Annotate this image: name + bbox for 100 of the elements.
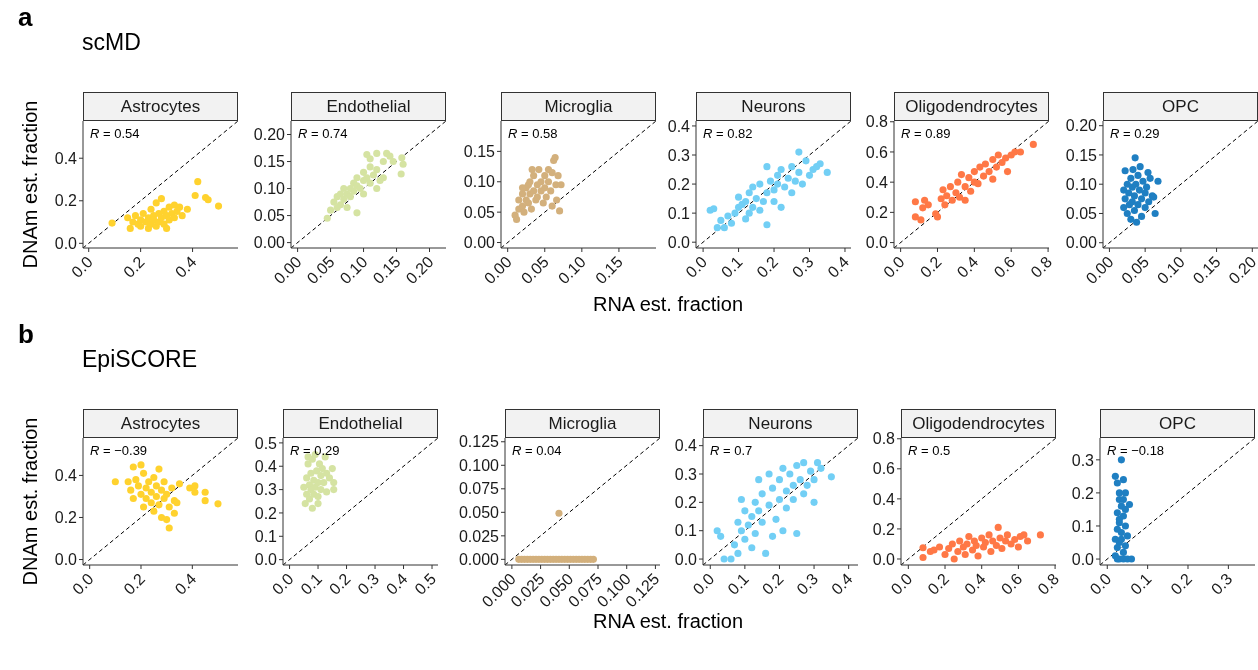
y-tick-label: 0.2: [1071, 484, 1095, 502]
y-tick-label: 0.0: [872, 550, 896, 568]
y-tick-label: 0.0: [865, 234, 889, 252]
x-tick-label: 0.2: [120, 253, 148, 281]
chart-title: Microglia: [505, 409, 660, 438]
y-tick-label: 0.100: [458, 456, 500, 474]
x-tick-label: 0.20: [402, 253, 437, 288]
chart-title: Astrocytes: [83, 409, 238, 438]
y-tick-label: 0.3: [667, 146, 691, 164]
x-tick-label: 0.10: [554, 253, 590, 288]
x-tick-label: 0.05: [1118, 253, 1153, 288]
y-tick-label: 0.5: [254, 434, 278, 452]
text: b: [18, 319, 34, 350]
x-tick-label: 0.1: [297, 570, 326, 598]
x-tick-label: 0.3: [793, 570, 822, 598]
chart-title: Microglia: [501, 92, 656, 121]
x-tick-label: 0.2: [753, 253, 782, 281]
y-tick-label: 0.6: [865, 143, 889, 161]
y-tick-label: 0.4: [674, 437, 698, 455]
y-tick-label: 0.0: [54, 235, 78, 252]
y-tick-label: 0.6: [872, 460, 896, 478]
chart-title: Neurons: [703, 409, 858, 438]
annotation: R = 0.7: [710, 443, 753, 458]
annotation: R = 0.54: [90, 126, 140, 141]
y-tick-label: 0.3: [254, 481, 278, 499]
x-tick-label: 0.6: [990, 253, 1019, 281]
annotation: R = 0.29: [290, 443, 340, 458]
x-tick-label: 0.4: [171, 570, 200, 598]
x-tick-label: 0.6: [997, 570, 1026, 598]
x-tick-label: 0.3: [354, 570, 383, 598]
chart-title: OPC: [1103, 92, 1258, 121]
x-tick-label: 0.8: [1027, 253, 1056, 281]
chart-title: Endothelial: [291, 92, 446, 121]
x-tick-label: 0.05: [303, 253, 338, 288]
y-tick-label: 0.2: [54, 509, 78, 527]
y-tick-label: 0.0: [254, 551, 278, 569]
y-tick-label: 0.025: [458, 527, 500, 545]
x-tick-label: 0.2: [1167, 570, 1196, 598]
y-tick-label: 0.8: [872, 430, 896, 448]
y-tick-label: 0.0: [54, 551, 78, 569]
chart-title: Neurons: [696, 92, 851, 121]
x-tick-label: 0.15: [369, 253, 404, 288]
y-tick-label: 0.00: [1065, 234, 1098, 252]
y-tick-label: 0.075: [458, 480, 500, 498]
annotation: R = 0.58: [508, 126, 558, 141]
x-axis-title: RNA est. fraction: [591, 293, 745, 316]
annotation: R = 0.5: [908, 443, 951, 458]
annotation: R = 0.89: [901, 126, 951, 141]
y-tick-label: 0.4: [254, 457, 278, 475]
y-axis-title: DNAm est. fraction: [18, 99, 42, 270]
x-tick-label: 0.3: [1207, 570, 1236, 598]
x-tick-label: 0.10: [336, 253, 371, 288]
y-tick-label: 0.2: [54, 192, 78, 210]
y-tick-label: 0.1: [674, 522, 698, 540]
y-tick-label: 0.00: [463, 234, 496, 252]
y-tick-label: 0.2: [872, 520, 896, 538]
x-tick-label: 0.4: [382, 570, 411, 598]
y-tick-label: 0.4: [667, 117, 691, 135]
y-tick-label: 0.10: [1065, 175, 1098, 193]
x-tick-label: 0.4: [824, 253, 853, 281]
x-axis-title: RNA est. fraction: [591, 610, 745, 633]
y-tick-label: 0.1: [254, 527, 278, 545]
y-tick-label: 0.2: [674, 494, 698, 512]
x-tick-label: 0.4: [828, 570, 856, 598]
annotation: R = −0.39: [90, 443, 148, 458]
y-tick-label: 0.15: [253, 153, 286, 171]
annotation: R = 0.74: [298, 126, 348, 141]
x-tick-label: 0.4: [961, 570, 989, 598]
y-tick-label: 0.20: [1065, 117, 1098, 135]
annotation: R = 0.04: [512, 443, 562, 458]
x-tick-label: 0.3: [788, 253, 817, 281]
y-tick-label: 0.050: [458, 504, 500, 521]
y-tick-label: 0.10: [463, 173, 496, 191]
chart-subtitle: EpiSCORE: [82, 346, 198, 373]
x-tick-label: 0.05: [517, 253, 552, 288]
y-tick-label: 0.10: [253, 180, 286, 198]
x-tick-label: 0.4: [953, 253, 982, 281]
x-tick-label: 0.1: [1127, 570, 1155, 598]
x-tick-label: 0.2: [924, 570, 953, 598]
x-tick-label: 0.2: [120, 570, 149, 598]
y-tick-label: 0.05: [463, 203, 496, 221]
x-tick-label: 0.15: [592, 253, 627, 288]
y-tick-label: 0.05: [253, 207, 286, 225]
y-tick-label: 0.2: [254, 504, 278, 522]
text: a: [18, 2, 33, 33]
y-tick-label: 0.000: [458, 551, 500, 569]
y-tick-label: 0.4: [54, 467, 78, 485]
x-tick-label: 0.4: [171, 253, 200, 281]
y-tick-label: 0.0: [674, 550, 698, 568]
y-tick-label: 0.3: [1071, 451, 1095, 469]
y-tick-label: 0.05: [1065, 205, 1098, 223]
x-tick-label: 0.1: [724, 570, 753, 598]
chart-title: OPC: [1100, 409, 1255, 438]
y-tick-label: 0.4: [54, 149, 78, 167]
chart-title: Oligodendrocytes: [901, 409, 1056, 438]
chart-subtitle: scMD: [82, 29, 141, 56]
x-tick-label: 0.1: [717, 253, 746, 281]
x-tick-label: 0.20: [1225, 253, 1258, 288]
y-tick-label: 0.15: [463, 143, 496, 161]
x-tick-label: 0.5: [411, 570, 440, 598]
